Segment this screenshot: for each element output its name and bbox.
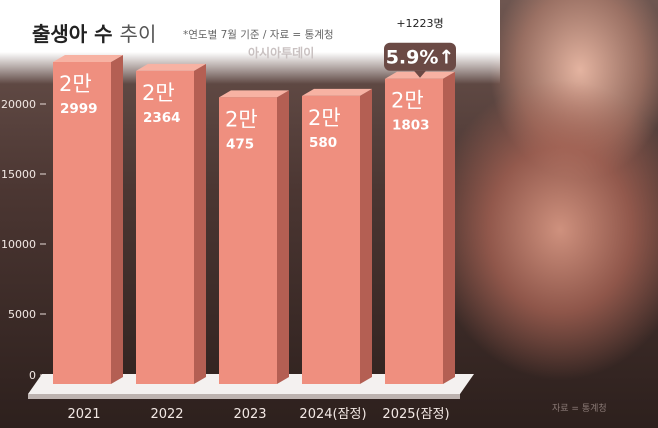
- chart-note: *연도별 7월 기준 / 자료 = 통계청: [183, 29, 334, 41]
- bar-label-tenthousand: 2만: [225, 107, 258, 131]
- y-axis: 0 5000 10000 15000 20000: [1, 98, 46, 382]
- bar-side: [194, 63, 206, 385]
- bar: [219, 97, 277, 385]
- bar-label-value: 475: [226, 136, 254, 152]
- bar-label-value: 580: [309, 135, 337, 151]
- y-tick-label: 20000: [1, 98, 36, 111]
- bar-label-value: 2999: [60, 101, 98, 117]
- bar-label-tenthousand: 2만: [59, 72, 92, 96]
- bar-side: [360, 88, 372, 385]
- source-credit: 자료 = 통계청: [552, 404, 607, 414]
- y-tick-label: 0: [29, 369, 36, 382]
- bar: [302, 95, 360, 385]
- x-category-label: 2022: [150, 407, 183, 422]
- bar-side: [443, 71, 455, 385]
- bar-label-tenthousand: 2만: [142, 81, 175, 105]
- bar-label-tenthousand: 2만: [308, 106, 341, 130]
- change-badge: [384, 42, 456, 71]
- y-tick-label: 15000: [1, 168, 36, 181]
- bar-top: [136, 63, 206, 71]
- bar-series: 2만 2999 2만 2364 2만 475 2만 580 2만 1803: [53, 55, 455, 385]
- bar-label-value: 2364: [143, 110, 181, 126]
- change-annotation: +1223명 5.9%↑: [384, 17, 456, 78]
- bar-top: [53, 55, 123, 62]
- chart-title-main: 출생아 수: [32, 22, 113, 46]
- bar-top: [302, 88, 372, 96]
- bar-label-tenthousand: 2만: [391, 89, 424, 113]
- badge-pointer: [414, 70, 426, 78]
- bar-label-value: 1803: [392, 118, 430, 134]
- x-category-label: 2021: [67, 407, 100, 422]
- bar-side: [277, 90, 289, 385]
- bar: [53, 62, 111, 384]
- bar-side: [111, 55, 123, 384]
- category-labels: 2021 2022 2023 2024(잠정) 2025(잠정): [67, 407, 449, 422]
- x-category-label: 2023: [233, 407, 266, 422]
- watermark-logo: 아시아투데이: [248, 46, 315, 60]
- y-tick-label: 10000: [1, 238, 36, 251]
- chart-title-suffix: 추이: [119, 22, 157, 46]
- chart-title: 출생아 수 추이: [32, 18, 156, 47]
- y-tick-label: 5000: [8, 308, 36, 321]
- base-front: [28, 394, 460, 399]
- bar: [385, 78, 443, 385]
- change-percent-label: 5.9%↑: [386, 47, 455, 69]
- x-category-label: 2024(잠정): [299, 407, 366, 422]
- bar: [136, 70, 194, 385]
- bar-top: [219, 90, 289, 98]
- x-category-label: 2025(잠정): [382, 407, 449, 422]
- change-count-label: +1223명: [396, 17, 443, 30]
